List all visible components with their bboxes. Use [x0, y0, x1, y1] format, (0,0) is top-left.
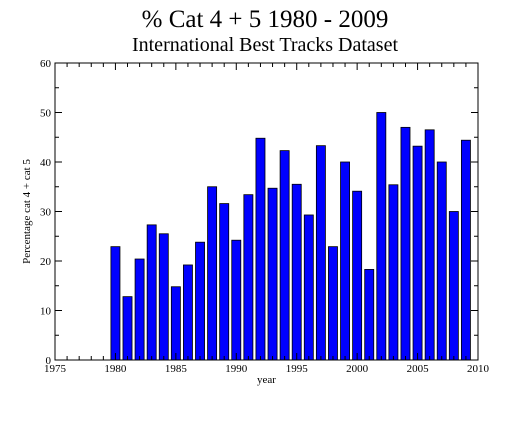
y-tick-label-20: 20	[40, 256, 52, 268]
x-tick-label-2010: 2010	[467, 363, 490, 375]
bar-2006	[424, 129, 435, 361]
x-tick-label-1975: 1975	[44, 363, 67, 375]
bar-2000	[352, 190, 363, 361]
bar-2003	[388, 184, 399, 361]
y-tick-label-0: 0	[46, 355, 52, 367]
bar-1986	[183, 264, 193, 361]
y-tick-label-10: 10	[40, 306, 52, 318]
bar-1983	[146, 224, 157, 361]
y-tick-label-40: 40	[40, 157, 52, 169]
x-tick-label-1980: 1980	[104, 363, 127, 375]
bar-2005	[412, 145, 423, 361]
x-axis-label: year	[257, 374, 276, 386]
bar-1981	[122, 296, 133, 361]
bar-2009	[460, 139, 471, 361]
x-tick-label-2000: 2000	[346, 363, 369, 375]
bar-1991	[243, 194, 254, 361]
bar-2001	[364, 269, 375, 361]
bar-1984	[158, 233, 169, 361]
x-tick-label-1990: 1990	[225, 363, 248, 375]
bar-1999	[340, 161, 350, 361]
bar-2004	[400, 126, 411, 361]
bar-1993	[267, 187, 278, 361]
bar-1980	[110, 246, 121, 361]
bar-1998	[328, 246, 338, 361]
bar-1985	[170, 286, 181, 361]
bar-1989	[219, 203, 230, 361]
bar-1994	[279, 150, 290, 361]
bar-1995	[291, 183, 302, 361]
bars-group	[110, 112, 471, 361]
bar-1982	[134, 258, 145, 361]
x-tick-label-2005: 2005	[407, 363, 430, 375]
x-tick-label-1995: 1995	[286, 363, 309, 375]
y-tick-label-50: 50	[40, 108, 52, 120]
bar-1990	[231, 239, 242, 361]
bar-1992	[255, 137, 266, 361]
bar-2002	[376, 112, 387, 361]
y-axis-ticks: 0 10 20 30 40 50 60	[40, 58, 478, 367]
y-tick-label-60: 60	[40, 58, 52, 70]
x-tick-label-1985: 1985	[165, 363, 188, 375]
y-tick-label-30: 30	[40, 207, 52, 219]
plot-frame	[54, 62, 479, 361]
bar-1988	[207, 186, 218, 361]
bar-2008	[448, 211, 459, 361]
y-axis-label: Percentage cat 4 + cat 5	[21, 159, 33, 264]
x-axis-ticks: 1975 1980 1985 1990 1995 2000 2005 2010	[44, 63, 490, 375]
bar-2007	[436, 161, 447, 361]
bar-1997	[315, 145, 326, 361]
bar-1996	[303, 214, 314, 361]
chart-title: % Cat 4 + 5 1980 - 2009	[141, 6, 389, 33]
bar-1987	[195, 241, 205, 361]
chart-subtitle: International Best Tracks Dataset	[131, 34, 399, 56]
